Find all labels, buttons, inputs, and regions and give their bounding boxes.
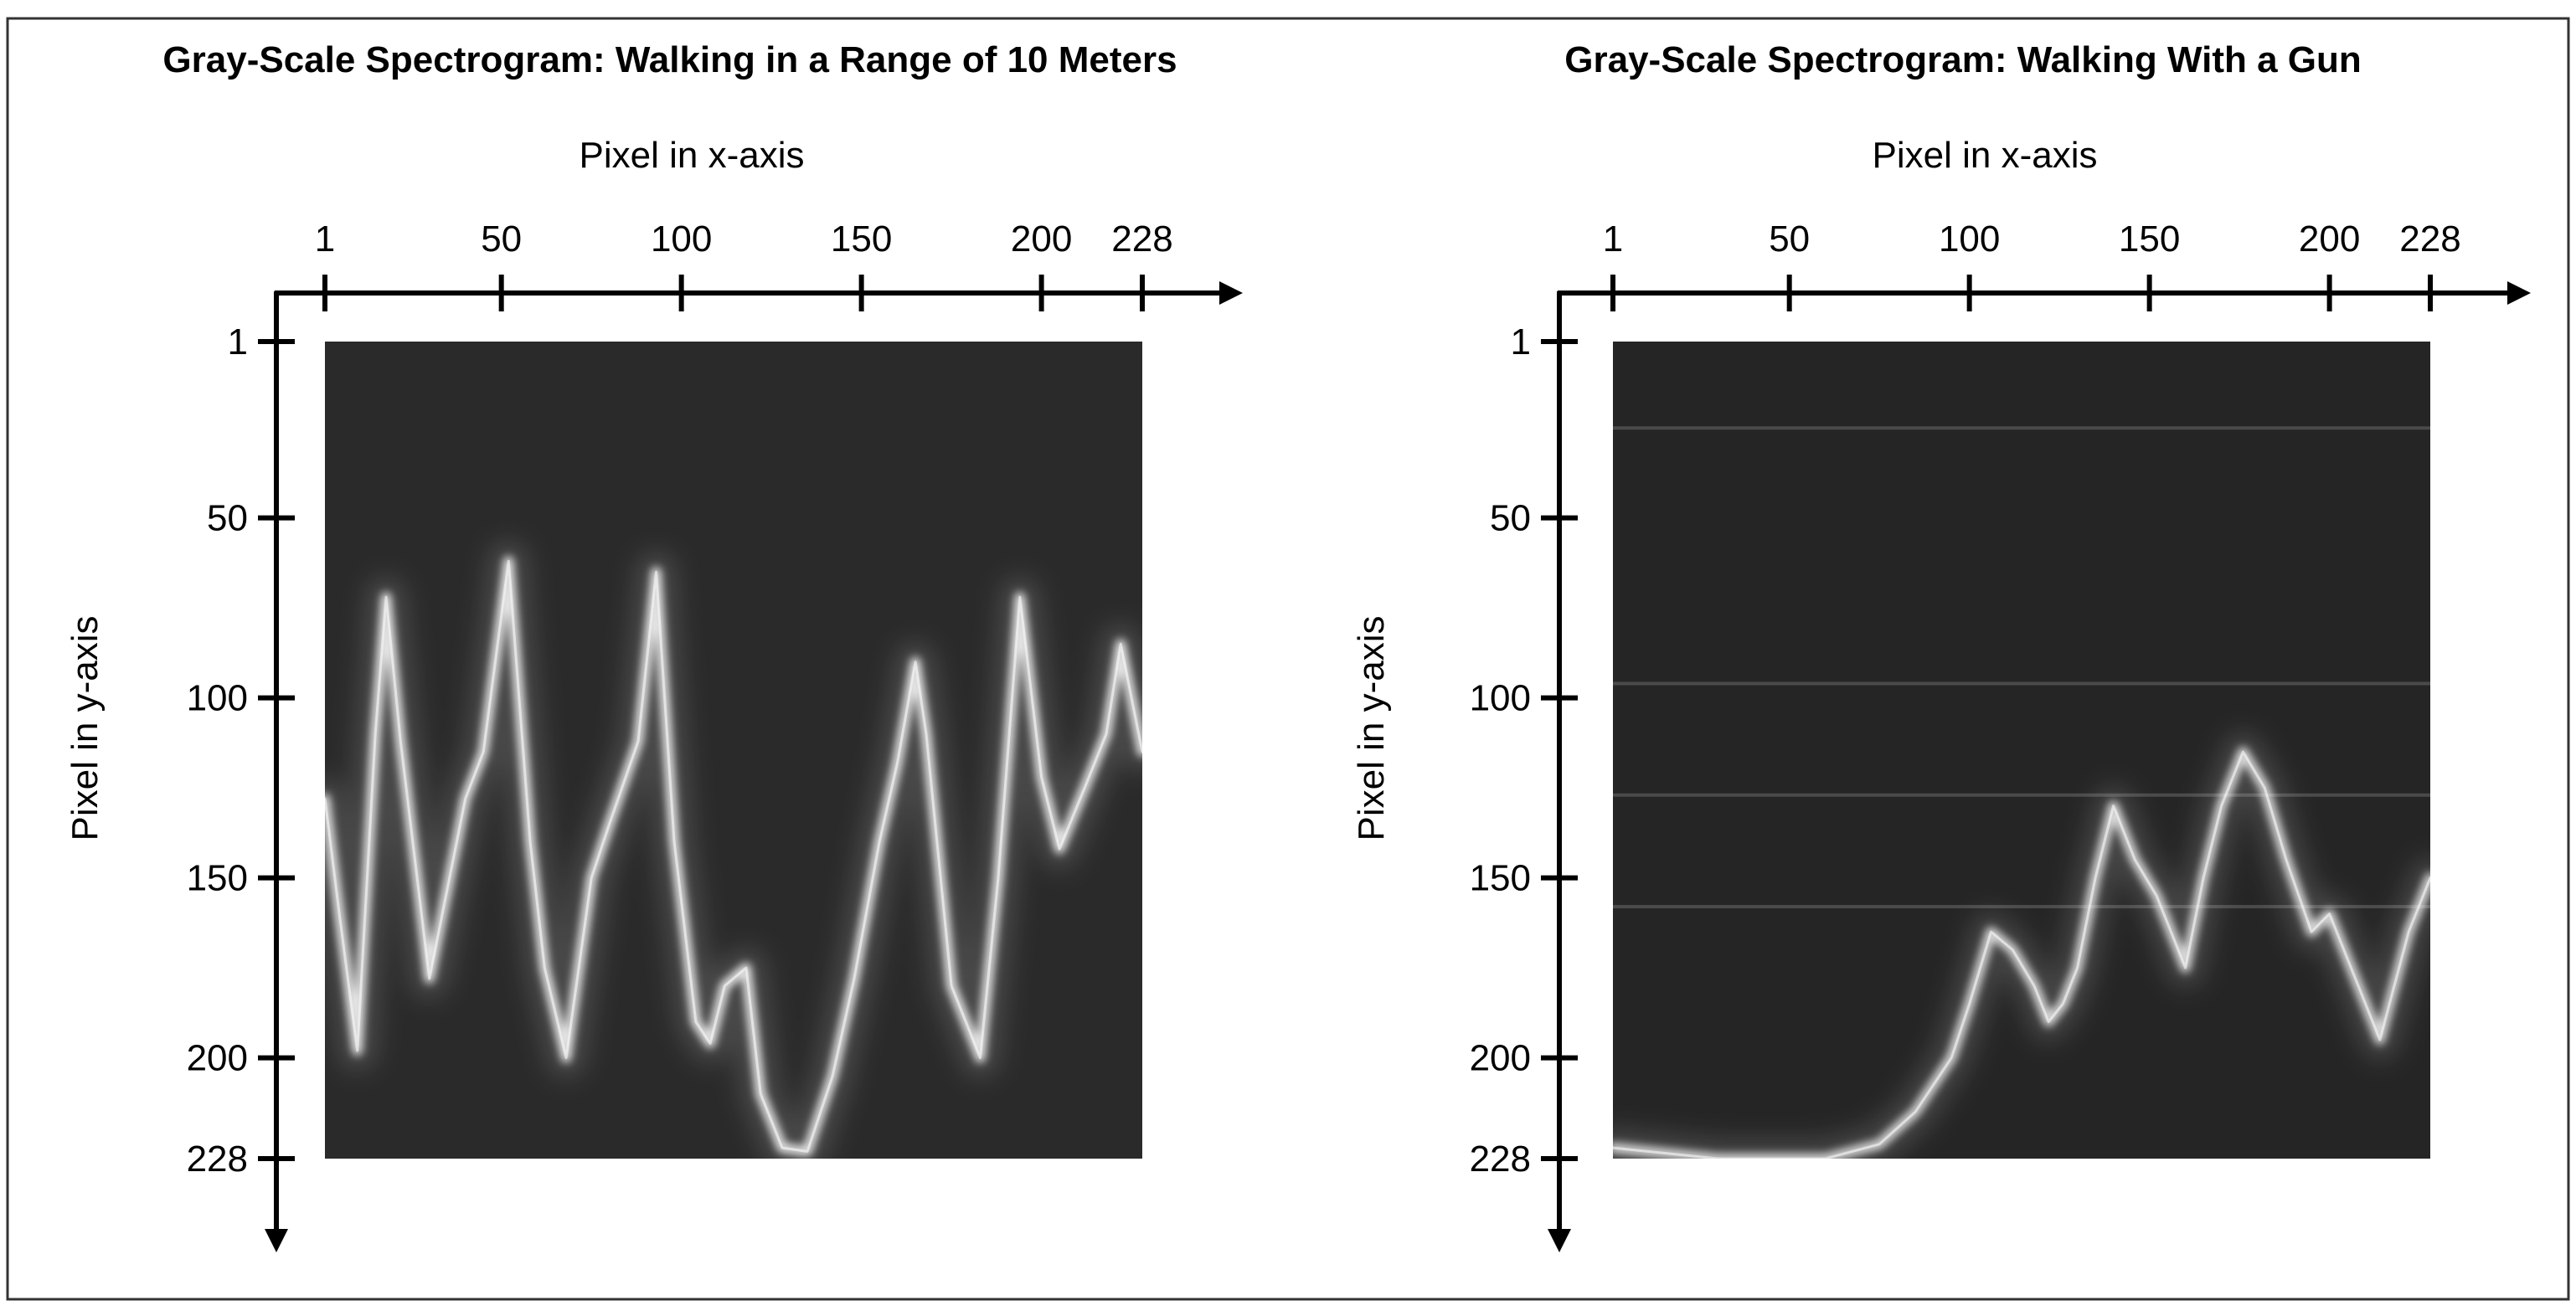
x-tick-label: 150 bbox=[831, 218, 892, 260]
x-tick-label: 1 bbox=[315, 218, 335, 260]
y-tick-label: 50 bbox=[1490, 498, 1531, 539]
y-tick-label: 100 bbox=[187, 678, 248, 719]
y-axis-label: Pixel in y-axis bbox=[64, 616, 106, 841]
y-tick-label: 50 bbox=[207, 498, 248, 539]
x-ticks: 1 50 100 150 200 228 bbox=[1603, 218, 2461, 311]
x-tick-label: 200 bbox=[2299, 218, 2360, 260]
y-tick-label: 150 bbox=[187, 858, 248, 899]
chart-title: Gray-Scale Spectrogram: Walking With a G… bbox=[1564, 39, 2362, 80]
doppler-ridge-core bbox=[325, 559, 1142, 1153]
y-tick-label: 1 bbox=[228, 321, 248, 362]
x-tick-label: 100 bbox=[651, 218, 712, 260]
x-tick-label: 1 bbox=[1603, 218, 1623, 260]
chart-title: Gray-Scale Spectrogram: Walking in a Ran… bbox=[162, 39, 1177, 80]
x-tick-label: 50 bbox=[481, 218, 522, 260]
x-tick-label: 150 bbox=[2119, 218, 2180, 260]
y-axis-arrow bbox=[1548, 1229, 1571, 1252]
x-ticks: 1 50 100 150 200 228 bbox=[315, 218, 1173, 311]
spectrogram-signal bbox=[325, 541, 1142, 1159]
y-axis-label: Pixel in y-axis bbox=[1351, 616, 1392, 841]
x-tick-label: 50 bbox=[1769, 218, 1810, 260]
x-tick-label: 200 bbox=[1011, 218, 1072, 260]
y-tick-label: 100 bbox=[1470, 678, 1531, 719]
x-axis-label: Pixel in x-axis bbox=[580, 135, 805, 176]
x-tick-label: 228 bbox=[2399, 218, 2460, 260]
x-axis-label: Pixel in x-axis bbox=[1873, 135, 2098, 176]
y-tick-label: 228 bbox=[187, 1139, 248, 1180]
y-tick-label: 1 bbox=[1511, 321, 1531, 362]
spectrogram-signal bbox=[1613, 426, 2430, 1159]
y-tick-label: 228 bbox=[1470, 1139, 1531, 1180]
y-tick-label: 200 bbox=[1470, 1038, 1531, 1079]
spectrogram-panel-right: Gray-Scale Spectrogram: Walking With a G… bbox=[1351, 39, 2531, 1252]
y-tick-label: 150 bbox=[1470, 858, 1531, 899]
x-tick-label: 228 bbox=[1111, 218, 1172, 260]
doppler-ridge-core bbox=[1613, 750, 2430, 1159]
y-tick-label: 200 bbox=[187, 1038, 248, 1079]
figure-border bbox=[6, 17, 2570, 1301]
x-tick-label: 100 bbox=[1939, 218, 2000, 260]
spectrogram-panel-left: Gray-Scale Spectrogram: Walking in a Ran… bbox=[64, 39, 1243, 1252]
x-axis-arrow bbox=[1219, 281, 1243, 305]
x-axis-arrow bbox=[2507, 281, 2531, 305]
y-axis-arrow bbox=[265, 1229, 288, 1252]
spectrogram-image bbox=[1613, 342, 2430, 1159]
